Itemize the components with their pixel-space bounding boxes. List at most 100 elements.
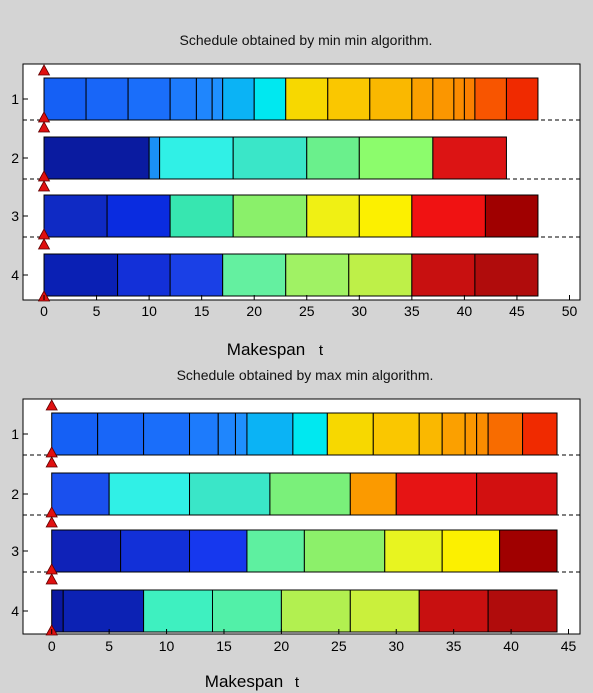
x-tick-label: 50	[562, 303, 578, 319]
task-bar	[384, 529, 443, 573]
schedule-row-4	[43, 253, 539, 297]
task-bar	[499, 529, 558, 573]
x-axis-label-variable: t	[319, 342, 324, 359]
task-bar	[189, 412, 219, 456]
chart-title: Schedule obtained by max min algorithm.	[177, 367, 434, 383]
task-bar	[280, 589, 351, 633]
task-bar	[441, 529, 501, 573]
task-bar	[169, 253, 224, 297]
schedule-row-2	[43, 136, 507, 180]
task-bar	[441, 412, 466, 456]
x-tick-label: 20	[274, 638, 290, 654]
task-bar	[222, 77, 255, 121]
task-bar	[303, 529, 386, 573]
task-bar	[505, 77, 539, 121]
x-tick-label: 35	[446, 638, 462, 654]
task-bar	[432, 136, 507, 180]
task-bar	[85, 77, 129, 121]
x-tick-label: 40	[503, 638, 519, 654]
task-bar	[211, 77, 224, 121]
task-bar	[232, 194, 308, 238]
task-bar	[246, 529, 305, 573]
task-bar	[169, 194, 234, 238]
x-axis-label-variable: t	[295, 674, 300, 691]
x-tick-label: 40	[457, 303, 473, 319]
x-tick-label: 30	[388, 638, 404, 654]
task-bar	[453, 77, 465, 121]
x-tick-label: 10	[141, 303, 157, 319]
task-bar	[474, 77, 507, 121]
schedule-row-1	[51, 412, 558, 456]
task-bar	[51, 412, 99, 456]
task-bar	[326, 412, 374, 456]
axes-frame	[22, 63, 581, 301]
y-tick-label: 4	[11, 267, 19, 283]
task-bar	[369, 77, 413, 121]
task-bar	[143, 589, 213, 633]
x-tick-label: 35	[404, 303, 420, 319]
task-bar	[358, 136, 434, 180]
task-bar	[306, 194, 360, 238]
schedule-row-1	[43, 77, 539, 121]
machine-marker	[45, 399, 58, 411]
task-bar	[43, 194, 108, 238]
task-bar	[411, 77, 434, 121]
max-min-schedule-chart: Schedule obtained by max min algorithm. …	[11, 367, 581, 691]
y-tick-label: 1	[11, 426, 19, 442]
task-bar	[106, 194, 171, 238]
task-bar	[217, 412, 236, 456]
task-bar	[51, 472, 110, 516]
task-bar	[269, 472, 351, 516]
y-tick-label: 1	[11, 91, 19, 107]
task-bar	[246, 412, 294, 456]
machine-marker	[45, 516, 58, 528]
task-bar	[349, 472, 397, 516]
x-tick-label: 0	[48, 638, 56, 654]
task-bar	[120, 529, 191, 573]
task-bar	[127, 77, 171, 121]
task-bar	[253, 77, 287, 121]
task-bar	[474, 253, 539, 297]
axes-frame	[22, 398, 581, 635]
task-bar	[97, 412, 145, 456]
task-bar	[349, 589, 420, 633]
y-tick-label: 2	[11, 150, 19, 166]
task-bar	[411, 253, 476, 297]
machine-marker	[37, 64, 51, 76]
task-bar	[148, 136, 161, 180]
task-bar	[418, 412, 443, 456]
x-tick-label: 5	[93, 303, 101, 319]
task-bar	[476, 412, 489, 456]
task-bar	[487, 412, 524, 456]
chart-title: Schedule obtained by min min algorithm.	[180, 32, 433, 48]
task-bar	[484, 194, 539, 238]
x-tick-label: 25	[299, 303, 315, 319]
task-bar	[418, 589, 489, 633]
task-bar	[476, 472, 558, 516]
task-bar	[43, 77, 87, 121]
schedule-row-3	[43, 194, 539, 238]
task-bar	[43, 253, 119, 297]
x-tick-label: 25	[331, 638, 347, 654]
x-tick-label: 45	[561, 638, 577, 654]
machine-marker	[37, 121, 51, 133]
x-tick-label: 5	[105, 638, 113, 654]
x-tick-label: 20	[246, 303, 262, 319]
schedule-row-4	[51, 589, 558, 633]
task-bar	[487, 589, 558, 633]
task-bar	[195, 77, 213, 121]
schedule-row-2	[51, 472, 558, 516]
task-bar	[327, 77, 371, 121]
task-bar	[108, 472, 191, 516]
task-bar	[222, 253, 287, 297]
machine-marker	[37, 180, 51, 192]
y-tick-label: 3	[11, 543, 19, 559]
x-tick-label: 15	[194, 303, 210, 319]
task-bar	[211, 589, 282, 633]
task-bar	[51, 529, 122, 573]
machine-marker	[37, 238, 51, 250]
task-bar	[306, 136, 360, 180]
task-bar	[522, 412, 558, 456]
x-tick-label: 0	[40, 303, 48, 319]
